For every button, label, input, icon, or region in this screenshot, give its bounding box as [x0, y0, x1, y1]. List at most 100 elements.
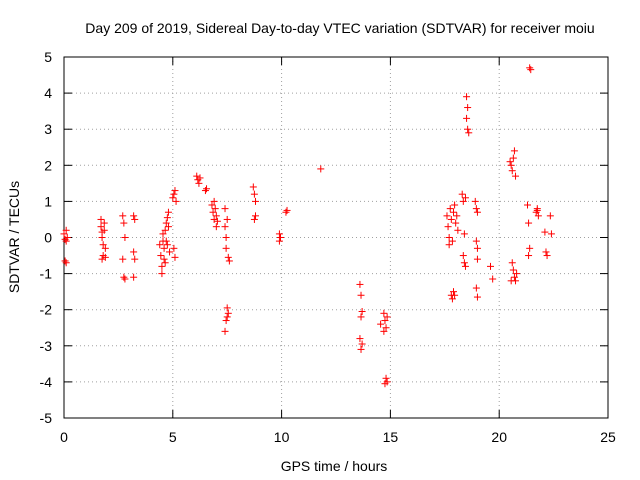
data-point: [447, 215, 455, 223]
data-point: [532, 208, 540, 216]
data-point: [221, 327, 229, 335]
data-point: [196, 174, 204, 182]
data-point: [381, 380, 389, 388]
data-point: [275, 237, 283, 245]
data-point: [163, 241, 171, 249]
data-point: [161, 259, 169, 267]
data-point: [463, 114, 471, 122]
y-tick-label: 4: [44, 85, 52, 101]
data-point: [542, 248, 550, 256]
x-axis-label: GPS time / hours: [281, 458, 388, 474]
data-point: [221, 205, 229, 213]
data-point: [159, 230, 167, 238]
data-point: [506, 158, 514, 166]
data-point: [541, 228, 549, 236]
data-point: [358, 308, 366, 316]
data-point: [119, 212, 127, 220]
data-point: [526, 244, 534, 252]
data-point: [507, 161, 515, 169]
data-point: [159, 237, 167, 245]
data-point: [357, 313, 365, 321]
data-point: [157, 252, 165, 260]
data-point: [445, 234, 453, 241]
data-point: [223, 313, 231, 321]
data-point: [512, 172, 520, 180]
data-point: [223, 304, 231, 312]
data-point: [454, 226, 462, 234]
data-point: [251, 212, 259, 220]
y-tick-label: 5: [44, 49, 52, 65]
data-point: [543, 252, 551, 260]
y-tick-label: 3: [44, 121, 52, 137]
data-point: [461, 194, 469, 202]
data-point: [489, 275, 497, 283]
data-point: [459, 197, 467, 205]
data-point: [221, 223, 229, 231]
data-point: [460, 230, 468, 238]
y-tick-label: 2: [44, 157, 52, 173]
data-point: [527, 66, 535, 74]
data-point: [131, 255, 139, 263]
data-point: [210, 197, 218, 205]
data-point: [382, 374, 390, 382]
data-point: [377, 320, 385, 328]
data-point: [100, 226, 108, 234]
data-point: [472, 237, 480, 245]
data-point: [222, 244, 230, 252]
x-tick-label: 15: [383, 429, 399, 445]
data-point: [525, 219, 533, 227]
data-point: [380, 309, 388, 317]
data-point: [222, 234, 230, 241]
data-point: [533, 206, 541, 214]
data-point: [63, 234, 71, 241]
data-point: [119, 255, 127, 263]
chart-title: Day 209 of 2019, Sidereal Day-to-day VTE…: [85, 20, 594, 36]
data-point: [208, 201, 216, 209]
data-point: [171, 187, 179, 195]
data-point: [130, 248, 138, 256]
data-point: [526, 64, 534, 72]
y-tick-label: -1: [40, 266, 53, 282]
data-point: [171, 253, 179, 261]
data-point: [283, 206, 291, 214]
data-point: [170, 190, 178, 198]
data-point: [444, 223, 452, 231]
data-point: [446, 205, 454, 213]
data-point: [160, 255, 168, 263]
data-point: [547, 230, 555, 238]
data-point: [250, 190, 258, 198]
data-point: [121, 234, 129, 241]
data-point: [169, 194, 177, 202]
data-point: [97, 223, 105, 231]
data-point: [453, 212, 461, 220]
data-point: [203, 185, 211, 193]
data-point: [282, 208, 290, 216]
data-point: [98, 255, 106, 263]
data-point: [209, 208, 217, 216]
data-point: [213, 217, 221, 225]
data-point: [222, 317, 230, 325]
data-point: [458, 190, 466, 198]
x-tick-label: 25: [600, 429, 616, 445]
data-point: [358, 340, 366, 348]
data-point: [101, 244, 109, 252]
data-point: [193, 172, 201, 180]
data-point: [61, 257, 69, 265]
data-point: [382, 324, 390, 332]
y-tick-label: -3: [40, 338, 53, 354]
data-point: [101, 253, 109, 261]
data-point: [508, 259, 516, 267]
data-point: [250, 215, 258, 223]
data-point: [486, 262, 494, 270]
data-point: [160, 244, 168, 252]
data-point: [464, 125, 472, 133]
data-point: [224, 309, 232, 317]
data-point: [131, 215, 139, 223]
data-point: [473, 208, 481, 216]
data-point: [380, 327, 388, 335]
data-point: [130, 273, 138, 281]
data-point: [120, 219, 128, 227]
y-tick-label: -5: [40, 410, 53, 426]
data-point: [158, 270, 166, 278]
data-point: [445, 241, 453, 249]
